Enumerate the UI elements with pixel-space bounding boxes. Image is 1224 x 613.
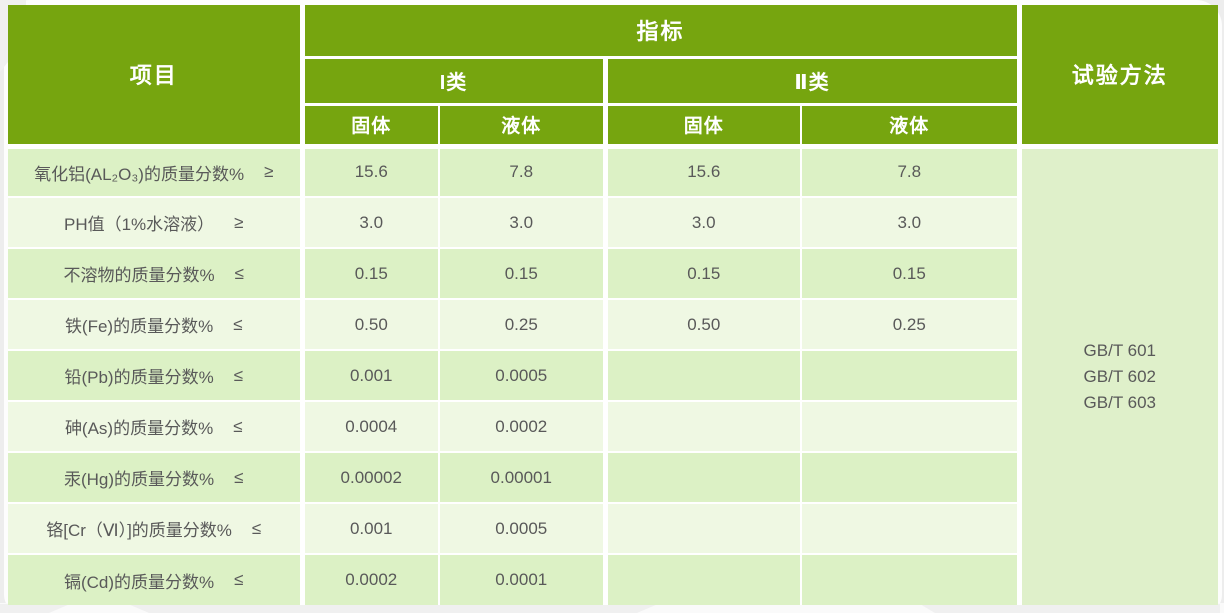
test-method-cell: GB/T 601 GB/T 602 GB/T 603 [1019,146,1219,605]
value-cell: 15.6 [605,146,802,198]
value-cell: 7.8 [439,146,608,198]
value-cell: 3.0 [801,197,1022,249]
row-label-cell: 不溶物的质量分数% ≤ [8,248,305,300]
header-solid-1: 固体 [302,104,440,149]
table-row: 砷(As)的质量分数% ≤ 0.0004 0.0002 [8,401,1218,453]
value-cell [801,554,1022,605]
value-cell: 0.001 [302,350,440,402]
value-cell: 0.0002 [439,401,608,453]
value-cell: 0.25 [801,299,1022,351]
value-cell: 3.0 [302,197,440,249]
bottom-shape [920,604,1220,613]
row-operator: ≤ [251,518,262,538]
row-label-cell: 铅(Pb)的质量分数% ≤ [8,350,305,402]
row-label-cell: PH值（1%水溶液） ≥ [8,197,305,249]
value-cell [801,503,1022,555]
table-row: PH值（1%水溶液） ≥ 3.0 3.0 3.0 3.0 [8,197,1218,249]
header-liquid-1: 液体 [439,104,608,149]
header-row-sub: 固体 液体 固体 液体 [8,104,1218,149]
bottom-shape [0,604,70,613]
value-cell: 15.6 [302,146,440,198]
row-label-cell: 铁(Fe)的质量分数% ≤ [8,299,305,351]
value-cell: 3.0 [439,197,608,249]
table-row: 铬[Cr（Ⅵ）]的质量分数% ≤ 0.001 0.0005 [8,503,1218,555]
value-cell [605,350,802,402]
value-cell: 0.0005 [439,350,608,402]
header-solid-2: 固体 [605,104,802,149]
row-operator: ≤ [233,365,244,385]
value-cell [605,452,802,504]
value-cell: 0.50 [302,299,440,351]
value-cell: 0.00002 [302,452,440,504]
value-cell: 7.8 [801,146,1022,198]
value-cell: 0.25 [439,299,608,351]
spec-table: 项目 指标 试验方法 I类 Ⅱ类 固体 液体 固体 液体 氧化铝(AL₂O₃)的… [8,5,1219,605]
value-cell: 0.0001 [439,554,608,605]
test-method-line: GB/T 603 [1083,392,1156,412]
table-row: 不溶物的质量分数% ≤ 0.15 0.15 0.15 0.15 [8,248,1218,300]
value-cell: 0.001 [302,503,440,555]
table-row: 氧化铝(AL₂O₃)的质量分数% ≥ 15.6 7.8 15.6 7.8 GB/T… [8,146,1219,605]
value-cell: 0.15 [439,248,608,300]
row-operator: ≤ [234,570,244,589]
value-cell [801,401,1022,453]
row-operator: ≤ [234,263,244,283]
value-cell [801,452,1022,504]
row-label: 不溶物的质量分数% [63,266,215,285]
value-cell [605,503,802,555]
value-cell: 0.15 [605,248,802,300]
row-label-cell: 砷(As)的质量分数% ≤ [8,401,305,453]
row-label: 汞(Hg)的质量分数% [63,470,215,489]
row-operator: ≥ [234,212,244,232]
value-cell: 3.0 [605,197,802,249]
header-class-1: I类 [302,57,608,106]
test-method-line: GB/T 601 [1083,340,1156,360]
table-row: 镉(Cd)的质量分数% ≤ 0.0002 0.0001 [8,554,1218,605]
header-indicator: 指标 [302,5,1022,59]
header-row-top: 项目 指标 试验方法 [8,5,1219,149]
row-operator: ≤ [233,314,243,334]
row-operator: ≤ [233,416,243,436]
value-cell: 0.0002 [302,554,440,605]
bottom-shape [128,604,658,613]
table-row: 汞(Hg)的质量分数% ≤ 0.00002 0.00001 [8,452,1218,504]
row-label-cell: 镉(Cd)的质量分数% ≤ [8,554,305,605]
value-cell: 0.15 [302,248,440,300]
header-item: 项目 [8,5,305,149]
header-class-2: Ⅱ类 [605,57,1022,106]
value-cell [605,401,802,453]
table-row: 铅(Pb)的质量分数% ≤ 0.001 0.0005 [8,350,1218,402]
test-method-line: GB/T 602 [1083,366,1156,386]
bottom-strip-decoration [0,603,1224,613]
row-label: 氧化铝(AL₂O₃)的质量分数% [34,164,245,184]
value-cell: 0.50 [605,299,802,351]
value-cell [801,350,1022,402]
value-cell: 0.0004 [302,401,440,453]
row-label: 砷(As)的质量分数% [64,419,214,438]
row-operator: ≥ [264,162,274,182]
row-label: 镉(Cd)的质量分数% [63,572,215,592]
header-test-method: 试验方法 [1019,5,1219,149]
table-row: 铁(Fe)的质量分数% ≤ 0.50 0.25 0.50 0.25 [8,299,1218,351]
row-operator: ≤ [234,467,244,487]
header-row-class: I类 Ⅱ类 [8,57,1218,106]
value-cell: 0.0005 [439,503,608,555]
row-label: 铁(Fe)的质量分数% [64,317,214,336]
row-label-cell: 铬[Cr（Ⅵ）]的质量分数% ≤ [8,503,305,555]
value-cell: 0.15 [801,248,1022,300]
row-label: 铬[Cr（Ⅵ）]的质量分数% [46,521,232,540]
row-label-cell: 氧化铝(AL₂O₃)的质量分数% ≥ [8,146,305,198]
row-label: 铅(Pb)的质量分数% [64,368,214,387]
header-liquid-2: 液体 [801,104,1022,149]
value-cell [605,554,802,605]
value-cell: 0.00001 [439,452,608,504]
row-label-cell: 汞(Hg)的质量分数% ≤ [8,452,305,504]
row-label: PH值（1%水溶液） [63,215,215,234]
